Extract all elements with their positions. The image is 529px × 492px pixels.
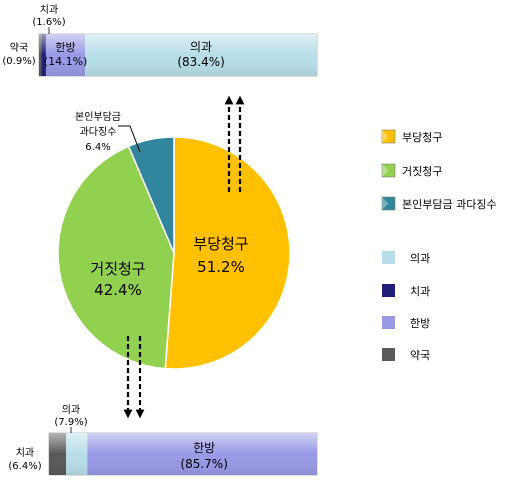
top-bar-label-4-name: 의과 [190, 40, 212, 54]
stacked-bar-bottom-labels: 치과 (6.4%) 의과(7.9%) 한방 (85.7%) [8, 404, 228, 472]
legend-swatch-bar-2 [382, 284, 395, 297]
bottom-bar-gloss [49, 433, 317, 475]
legend-label-bar-4: 약국 [410, 348, 430, 362]
legend-label-bar-1: 의과 [410, 252, 430, 265]
legend-label-bar-2: 치과 [410, 285, 430, 298]
top-bar-label-3-value: (14.1%) [44, 55, 88, 68]
bottom-bar-label-3-name: 한방 [193, 441, 215, 455]
bottom-bar-label-1-name: 치과 [16, 447, 34, 459]
stacked-bar-top [38, 33, 318, 77]
bottom-bar-label-1-value: (6.4%) [8, 461, 41, 472]
legend-swatch-bar-3 [382, 316, 395, 329]
top-bar-label-2-value: (1.6%) [32, 17, 65, 28]
legend-swatch-bar-4 [382, 348, 395, 361]
legend-label-pie-3: 본인부담금 과다징수 [402, 198, 497, 211]
legend-swatch-pie-bevel-3 [382, 197, 389, 210]
legend-label-pie-2: 거짓청구 [402, 165, 442, 178]
top-bar-label-4-value: (83.4%) [177, 55, 224, 69]
pie-callout-value: 6.4% [85, 142, 110, 153]
pie-callout-line-2: 과다징수 [80, 126, 117, 138]
pie-chart [57, 136, 291, 370]
top-bar-label-1-name: 약국 [10, 42, 28, 54]
legend-label-pie-1: 부당청구 [402, 131, 442, 144]
top-bar-label-1-value: (0.9%) [2, 56, 35, 67]
top-bar-gloss [39, 34, 317, 76]
top-bar-label-3-name: 한방 [55, 41, 75, 54]
stacked-bar-bottom [48, 432, 318, 476]
legend-swatch-pie-3 [381, 196, 396, 211]
pie-label-slice-2-name: 거짓청구 [90, 260, 145, 278]
legend-swatch-pie-bevel-1 [382, 130, 389, 143]
legend-swatch-pie-1 [381, 129, 396, 144]
pie-label-slice-1-name: 부당청구 [193, 235, 248, 253]
legend-swatch-pie-bevel-2 [382, 164, 389, 177]
connector-arrows-down [123, 336, 145, 419]
legend-swatch-pie-2 [381, 163, 396, 178]
stacked-bar-top-labels: 약국 (0.9%) 치과(1.6%) 한방(14.1%) 의과(83.4%) [2, 4, 224, 69]
legend-label-bar-3: 한방 [410, 317, 430, 330]
bottom-bar-label-2-value: (7.9%) [54, 417, 87, 428]
connector-arrows-up [224, 95, 245, 192]
legend-swatch-bar-1 [382, 251, 395, 264]
bottom-bar-label-3-value: (85.7%) [180, 457, 227, 471]
pie-slice-1 [164, 136, 291, 370]
top-bar-label-2-name: 치과 [40, 4, 58, 16]
pie-label-slice-1-value: 51.2% [197, 258, 245, 276]
pie-slice-3 [127, 136, 175, 254]
pie-label-slice-2-value: 42.4% [94, 281, 142, 299]
pie-slice-2 [57, 145, 175, 370]
bottom-bar-label-2-name: 의과 [62, 404, 80, 416]
pie-callout-line-1: 본인부담금 [75, 111, 121, 123]
pie-callout-leader [118, 125, 141, 153]
